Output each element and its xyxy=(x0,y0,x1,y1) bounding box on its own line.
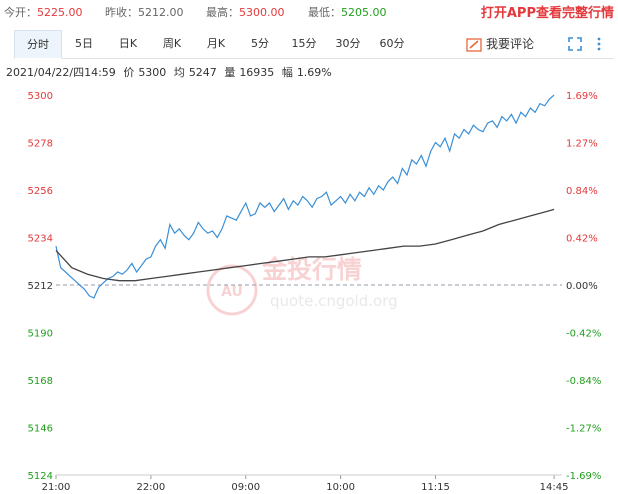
avg-label: 均 xyxy=(173,66,185,79)
x-tick-label: 14:45 xyxy=(540,482,569,493)
price-label: 价 xyxy=(123,66,135,79)
open-value: 5225.00 xyxy=(37,6,83,19)
price-value: 5300 xyxy=(138,66,167,79)
y-tick-label-left: 5300 xyxy=(28,91,53,102)
plot-area xyxy=(55,94,555,299)
open-label: 今开： xyxy=(4,6,37,19)
y-tick-label-right: 0.84% xyxy=(566,186,598,197)
y-tick-label-left: 5124 xyxy=(28,471,53,482)
x-tick-label: 10:00 xyxy=(326,482,355,493)
open-app-link[interactable]: 打开APP查看完整行情 xyxy=(480,6,614,21)
tab-15min[interactable]: 15分 xyxy=(291,37,317,50)
x-tick-label: 21:00 xyxy=(42,482,71,493)
brand-watermark: AU 金投行情 quote.cngold.org xyxy=(206,255,398,316)
volume-value: 16935 xyxy=(239,66,275,79)
y-tick-label-right: -1.69% xyxy=(566,471,601,482)
tab-intraday[interactable]: 分时 xyxy=(14,30,62,59)
y-tick-label-left: 5168 xyxy=(28,376,53,387)
x-tick-label: 09:00 xyxy=(231,482,260,493)
period-tab-bar: 分时 5日 日K 周K 月K 5分 15分 30分 60分 我要评论 xyxy=(14,30,614,59)
tab-30min[interactable]: 30分 xyxy=(335,37,361,50)
average-line xyxy=(55,208,555,282)
avg-value: 5247 xyxy=(188,66,217,79)
quote-datetime: 2021/04/22/四14:59 xyxy=(6,66,116,79)
tab-monthly-k[interactable]: 月K xyxy=(206,37,226,50)
y-axis-right: 1.69% 1.27% 0.84% 0.42% 0.00% -0.42% -0.84% -1.… xyxy=(566,91,601,482)
tab-5day[interactable]: 5日 xyxy=(75,37,93,50)
tab-weekly-k[interactable]: 周K xyxy=(162,37,182,50)
high-value: 5300.00 xyxy=(239,6,285,19)
low-label: 最低： xyxy=(308,6,341,19)
amplitude-label: 幅 xyxy=(281,66,293,79)
comment-label: 我要评论 xyxy=(486,37,535,51)
y-tick-label-right: 0.42% xyxy=(566,234,598,245)
open-stat: 今开：5225.00 xyxy=(4,4,83,20)
tab-daily-k[interactable]: 日K xyxy=(118,37,138,50)
y-tick-label-left: 5234 xyxy=(28,234,53,245)
brand-logo-icon xyxy=(206,264,258,316)
y-tick-label-right: -1.27% xyxy=(566,424,601,435)
price-line xyxy=(55,94,555,299)
low-value: 5205.00 xyxy=(341,6,387,19)
y-tick-label-left: 5212 xyxy=(28,281,53,292)
y-tick-label-left: 5146 xyxy=(28,424,53,435)
y-tick-label-right: -0.84% xyxy=(566,376,601,387)
tab-60min[interactable]: 60分 xyxy=(379,37,405,50)
y-tick-label-right: 0.00% xyxy=(566,281,598,292)
y-axis-left: 5300 5278 5256 5234 5212 5190 5168 5146 5124 xyxy=(28,91,53,482)
quote-info-line: 2021/04/22/四14:59 价 5300 均 5247 量 16935 幅 1.… xyxy=(6,64,336,80)
x-axis: 21:00 22:00 09:00 10:00 11:15 14:45 xyxy=(42,475,569,493)
more-menu-icon[interactable] xyxy=(596,36,602,55)
edit-icon xyxy=(466,38,482,52)
y-tick-label-right: -0.42% xyxy=(566,329,601,340)
prev-close-value: 5212.00 xyxy=(138,6,184,19)
amplitude-value: 1.69% xyxy=(296,66,332,79)
x-tick-label: 11:15 xyxy=(421,482,450,493)
y-tick-label-right: 1.69% xyxy=(566,91,598,102)
quote-summary-bar: 今开：5225.00 昨收：5212.00 最高：5300.00 最低：5205… xyxy=(0,0,618,22)
prev-close-label: 昨收： xyxy=(105,6,138,19)
y-tick-label-left: 5190 xyxy=(28,329,53,340)
fullscreen-icon[interactable] xyxy=(568,36,582,55)
watermark-url: quote.cngold.org xyxy=(270,292,398,310)
low-stat: 最低：5205.00 xyxy=(308,4,387,20)
comment-button[interactable]: 我要评论 xyxy=(466,30,534,58)
y-tick-label-left: 5278 xyxy=(28,139,53,150)
y-tick-label-right: 1.27% xyxy=(566,139,598,150)
brand-logo-mark: AU xyxy=(221,284,243,300)
volume-label: 量 xyxy=(224,66,236,79)
high-stat: 最高：5300.00 xyxy=(206,4,285,20)
watermark-brand: 金投行情 xyxy=(261,255,362,284)
tab-5min[interactable]: 5分 xyxy=(251,37,269,50)
high-label: 最高： xyxy=(206,6,239,19)
y-tick-label-left: 5256 xyxy=(28,186,53,197)
prev-close-stat: 昨收：5212.00 xyxy=(105,4,184,20)
x-tick-label: 22:00 xyxy=(136,482,165,493)
